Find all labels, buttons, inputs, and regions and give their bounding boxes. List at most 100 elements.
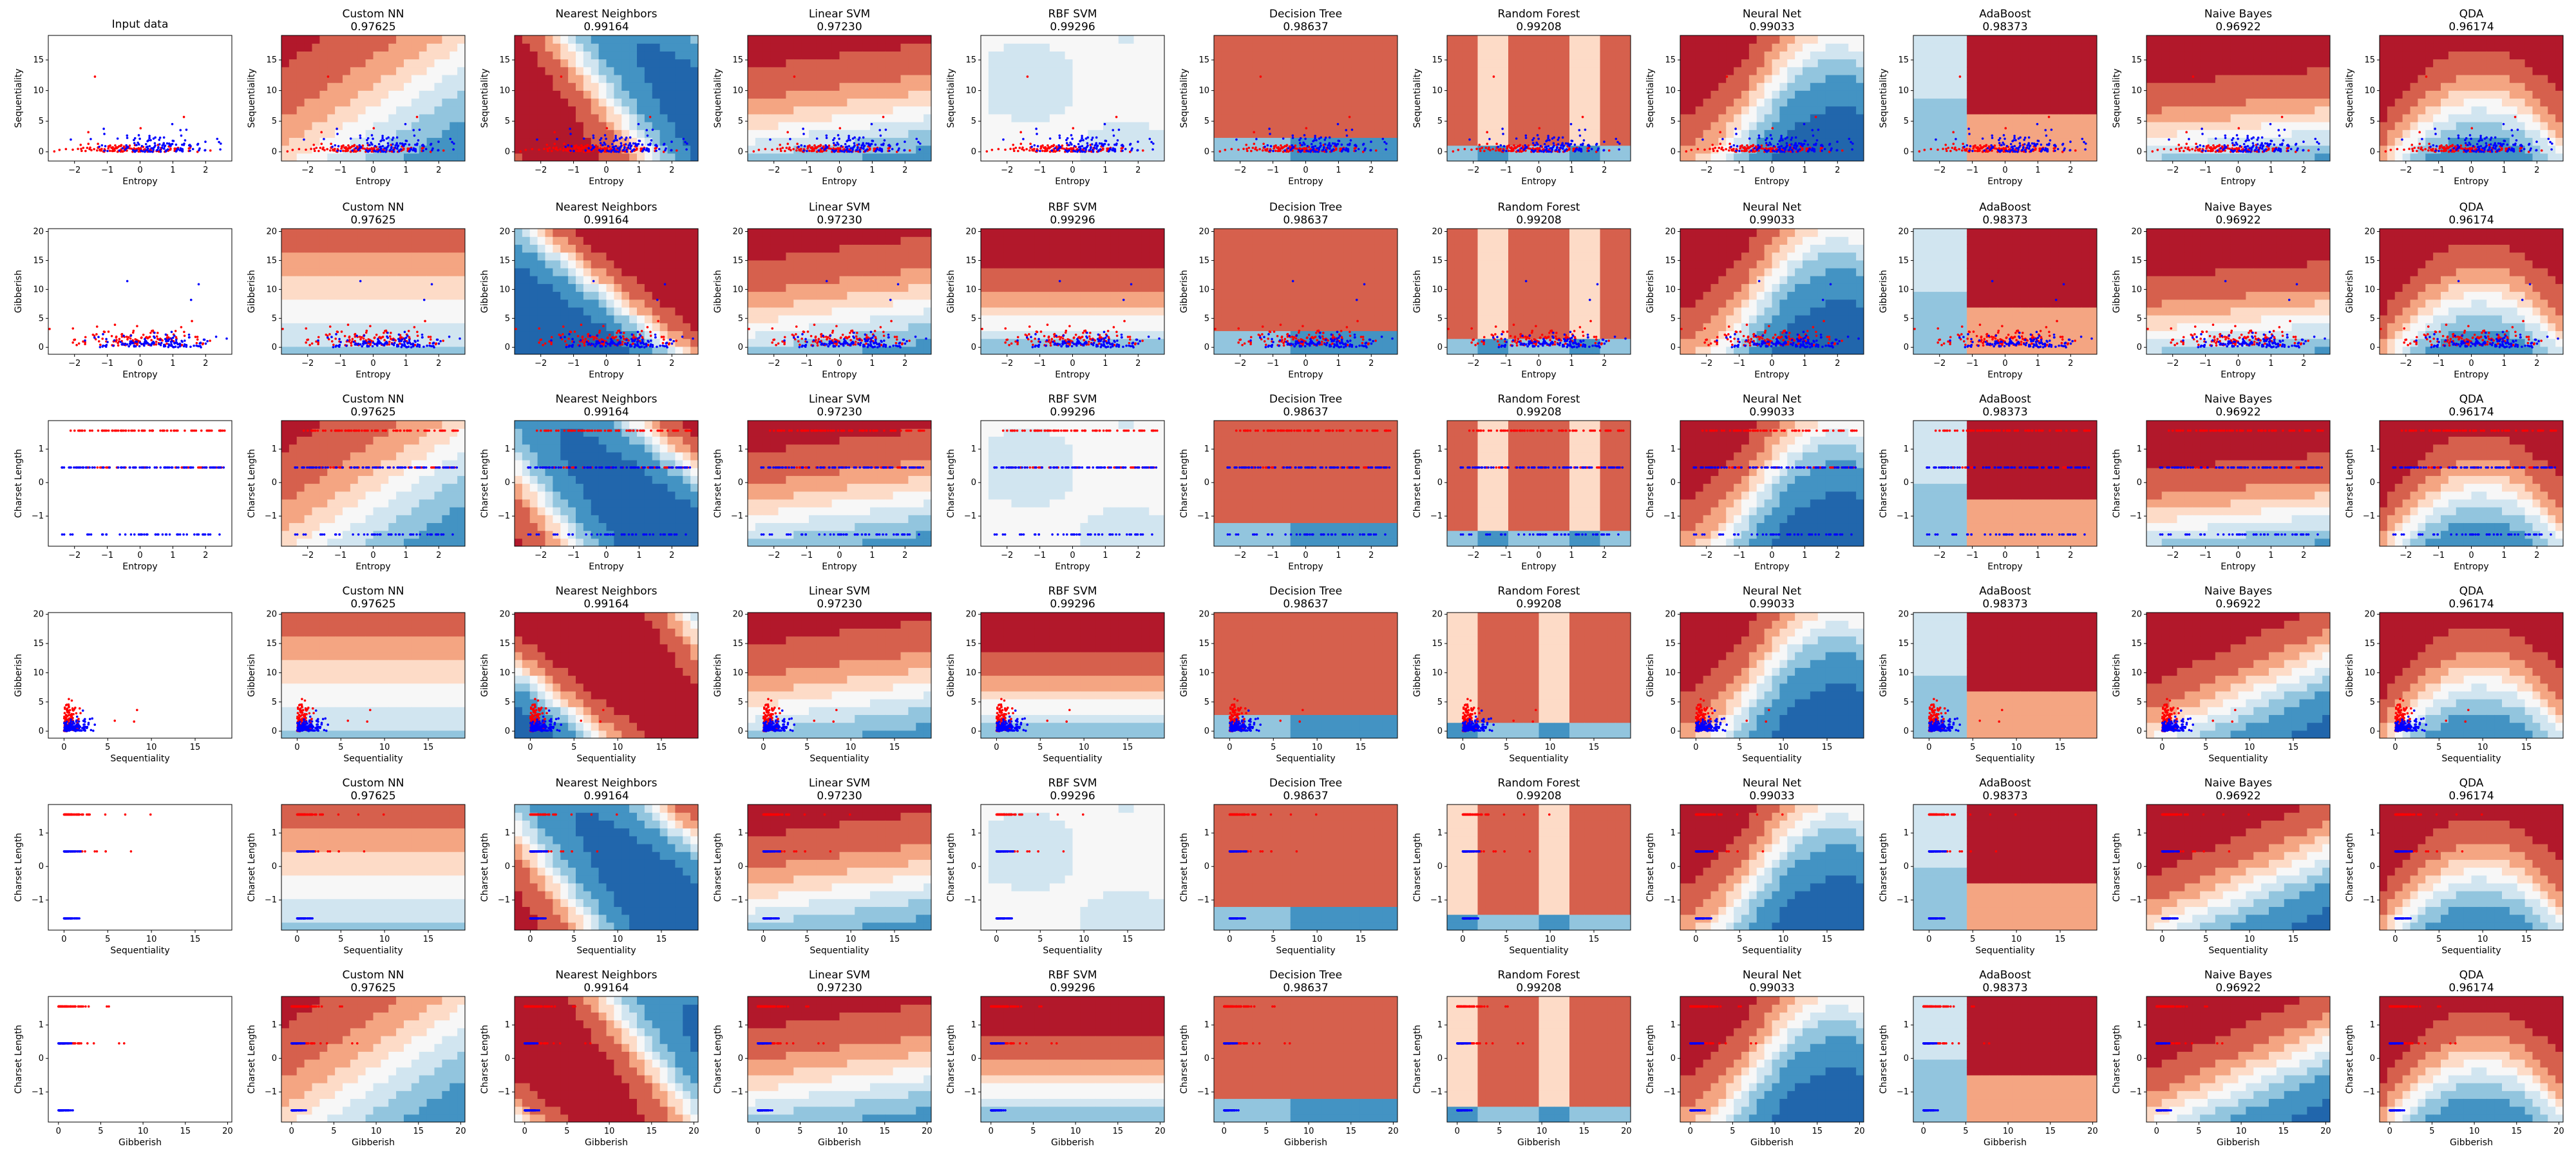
surface-cell — [878, 122, 886, 130]
surface-cell — [583, 59, 591, 68]
surface-cell — [1508, 51, 1516, 59]
data-point-class-1 — [1537, 138, 1540, 140]
surface-cell — [1818, 75, 1826, 83]
surface-cell — [1291, 153, 1298, 162]
surface-cell — [923, 114, 931, 122]
surface-cell — [683, 122, 690, 130]
surface-cell — [1772, 106, 1780, 115]
data-point-class-0 — [1488, 146, 1490, 149]
surface-cell — [435, 51, 442, 59]
surface-cell — [1359, 106, 1367, 115]
surface-cell — [319, 99, 327, 107]
data-point-class-1 — [1750, 149, 1753, 152]
surface-cell — [591, 129, 599, 138]
surface-cell — [396, 35, 404, 44]
surface-cell — [1524, 90, 1531, 99]
surface-cell — [1245, 129, 1253, 138]
surface-cell — [1921, 106, 1929, 115]
surface-cell — [1765, 43, 1772, 52]
surface-cell — [1508, 90, 1516, 99]
surface-cell — [1004, 122, 1012, 130]
surface-cell — [1826, 114, 1833, 122]
surface-cell — [645, 122, 652, 130]
data-point-class-1 — [339, 150, 342, 153]
surface-cell — [675, 75, 683, 83]
surface-cell — [388, 153, 396, 162]
surface-cell — [1779, 82, 1787, 91]
surface-cell — [343, 67, 350, 75]
data-point-class-1 — [390, 147, 393, 149]
surface-cell — [599, 129, 607, 138]
data-point-class-0 — [796, 143, 799, 146]
data-point-class-0 — [1478, 144, 1481, 146]
surface-cell — [1726, 59, 1734, 68]
surface-cell — [1359, 122, 1367, 130]
surface-cell — [1718, 114, 1726, 122]
surface-cell — [1546, 35, 1554, 44]
surface-cell — [1275, 67, 1283, 75]
data-point-class-1 — [336, 149, 339, 152]
data-point-class-1 — [903, 149, 905, 152]
surface-cell — [1772, 75, 1780, 83]
surface-cell — [675, 106, 683, 115]
data-point-class-1 — [1757, 144, 1759, 147]
data-point-class-1 — [1562, 148, 1564, 150]
surface-cell — [1703, 137, 1711, 146]
classifier-score: 0.99033 — [1749, 21, 1794, 33]
surface-cell — [668, 99, 676, 107]
surface-cell — [855, 153, 862, 162]
surface-cell — [1329, 35, 1336, 44]
data-point-class-1 — [857, 147, 859, 149]
surface-cell — [1696, 67, 1703, 75]
surface-cell — [1577, 59, 1585, 68]
surface-cell — [1810, 114, 1818, 122]
data-point-class-0 — [545, 144, 548, 146]
surface-cell — [1447, 43, 1455, 52]
data-point-class-1 — [843, 151, 846, 153]
surface-cell — [1229, 59, 1237, 68]
surface-cell — [553, 75, 560, 83]
surface-cell — [1080, 51, 1088, 59]
data-point-class-1 — [1558, 149, 1560, 151]
surface-cell — [1019, 75, 1027, 83]
surface-cell — [916, 114, 923, 122]
surface-cell — [560, 129, 568, 138]
surface-cell — [1088, 99, 1095, 107]
x-tick-label: 1 — [1569, 166, 1574, 175]
data-point-class-1 — [866, 142, 868, 145]
surface-cell — [1493, 67, 1501, 75]
data-point-class-1 — [450, 138, 452, 140]
surface-cell — [1291, 122, 1298, 130]
surface-cell — [1275, 43, 1283, 52]
data-point-class-1 — [1268, 128, 1271, 130]
surface-cell — [1027, 35, 1034, 44]
data-point-class-1 — [685, 148, 688, 151]
surface-cell — [1034, 59, 1042, 68]
surface-cell — [1539, 106, 1547, 115]
data-point-class-0 — [1046, 147, 1049, 149]
x-axis-label: Entropy — [355, 176, 390, 187]
surface-cell — [1359, 82, 1367, 91]
data-point-class-1 — [1269, 133, 1271, 135]
surface-cell — [1539, 82, 1547, 91]
surface-cell — [1034, 153, 1042, 162]
surface-cell — [1126, 90, 1134, 99]
y-tick-label: 15 — [965, 55, 976, 65]
surface-cell — [1569, 35, 1577, 44]
data-point-class-0 — [330, 143, 332, 146]
surface-cell — [1623, 82, 1631, 91]
surface-cell — [1141, 82, 1149, 91]
surface-cell — [553, 114, 560, 122]
surface-cell — [1042, 59, 1050, 68]
surface-cell — [668, 90, 676, 99]
data-point-class-1 — [1801, 145, 1804, 148]
surface-cell — [1772, 35, 1780, 44]
surface-cell — [1749, 35, 1757, 44]
surface-cell — [1463, 82, 1470, 91]
data-point-class-1 — [1553, 142, 1555, 145]
surface-cell — [832, 129, 840, 138]
data-point-class-0 — [795, 149, 798, 152]
surface-cell — [996, 114, 1004, 122]
data-point-class-0 — [1242, 148, 1245, 150]
